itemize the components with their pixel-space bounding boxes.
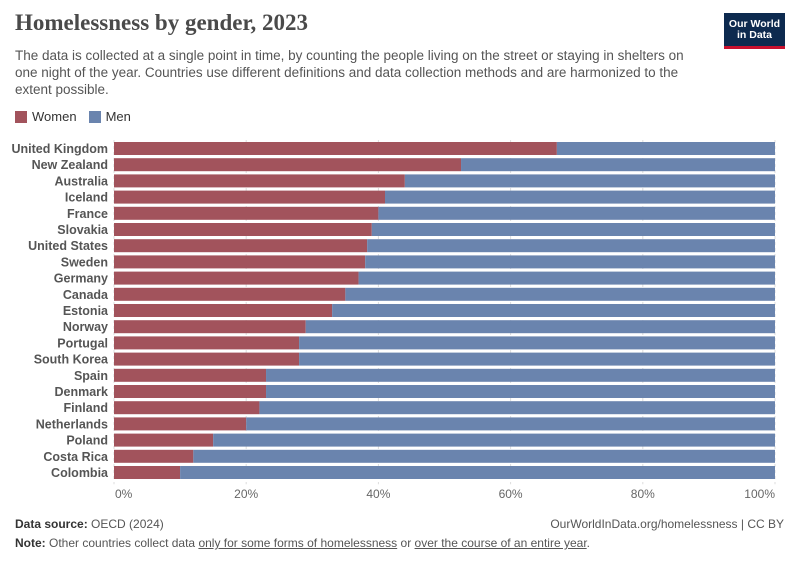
bar-women-17 bbox=[114, 417, 247, 431]
bar-women-14 bbox=[114, 368, 267, 382]
data-source-label: Data source: bbox=[15, 517, 88, 531]
bar-women-18 bbox=[114, 433, 214, 447]
bar-women-8 bbox=[114, 271, 359, 285]
bar-men-19 bbox=[193, 449, 775, 463]
bar-men-1 bbox=[461, 158, 775, 172]
x-tick-label-4: 80% bbox=[631, 487, 655, 501]
chart-subtitle: The data is collected at a single point … bbox=[15, 48, 684, 97]
x-tick-label-0: 0% bbox=[115, 487, 133, 501]
bar-men-0 bbox=[556, 142, 775, 155]
data-source-value[interactable]: OECD (2024) bbox=[91, 517, 164, 531]
note-link-partial-forms[interactable]: only for some forms of homelessness bbox=[198, 536, 398, 550]
category-label-0: United Kingdom bbox=[11, 142, 108, 156]
x-tick-label-2: 40% bbox=[366, 487, 390, 501]
bar-men-10 bbox=[332, 304, 775, 317]
bar-men-8 bbox=[358, 271, 775, 285]
bar-men-15 bbox=[266, 385, 775, 398]
bar-women-16 bbox=[114, 401, 260, 415]
category-label-11: Norway bbox=[63, 320, 108, 334]
x-tick-label-3: 60% bbox=[499, 487, 523, 501]
category-label-1: New Zealand bbox=[32, 158, 108, 172]
bar-men-16 bbox=[259, 401, 775, 415]
bar-women-0 bbox=[114, 142, 557, 155]
bar-women-2 bbox=[114, 174, 405, 188]
stacked-bar-chart: United Kingdom New Zealand Australia Icelan… bbox=[11, 140, 776, 501]
bar-women-15 bbox=[114, 385, 267, 398]
chart-title: Homelessness by gender, 2023 bbox=[15, 10, 309, 35]
note-link-entire-year[interactable]: over the course of an entire year bbox=[414, 536, 587, 550]
note-text-1: Other countries collect data bbox=[49, 536, 196, 550]
bar-men-13 bbox=[299, 352, 775, 366]
x-tick-label-1: 20% bbox=[234, 487, 258, 501]
source-url[interactable]: OurWorldInData.org/homelessness | CC BY bbox=[550, 517, 784, 531]
note-text-2: or bbox=[400, 536, 412, 550]
x-tick-label-5: 100% bbox=[744, 487, 775, 501]
legend-item-men[interactable]: Men bbox=[88, 109, 131, 124]
note-end: . bbox=[586, 536, 590, 550]
owid-logo[interactable]: Our World in Data bbox=[724, 13, 785, 49]
bar-women-6 bbox=[114, 239, 368, 253]
category-label-8: Germany bbox=[54, 272, 108, 286]
category-label-9: Canada bbox=[63, 288, 109, 302]
category-label-15: Denmark bbox=[55, 385, 109, 399]
bar-women-5 bbox=[114, 223, 372, 236]
bar-women-13 bbox=[114, 352, 300, 366]
category-label-17: Netherlands bbox=[36, 417, 108, 431]
category-label-5: Slovakia bbox=[57, 223, 109, 237]
logo-line-1: Our World bbox=[728, 18, 781, 30]
bar-men-5 bbox=[371, 223, 775, 236]
category-label-2: Australia bbox=[55, 174, 110, 188]
legend-item-women[interactable]: Women bbox=[15, 109, 77, 124]
category-label-13: South Korea bbox=[34, 353, 109, 367]
legend-label-women: Women bbox=[32, 109, 77, 124]
legend: Women Men bbox=[15, 109, 143, 124]
category-label-20: Colombia bbox=[51, 466, 109, 480]
bar-men-3 bbox=[385, 190, 775, 204]
bar-women-9 bbox=[114, 287, 346, 301]
data-source: Data source: OECD (2024) bbox=[15, 517, 164, 531]
bar-women-4 bbox=[114, 206, 379, 220]
chart-note: Note: Other countries collect data only … bbox=[15, 536, 590, 550]
category-label-7: Sweden bbox=[61, 255, 108, 269]
legend-swatch-men bbox=[88, 110, 101, 123]
bar-women-12 bbox=[114, 336, 300, 350]
category-label-6: United States bbox=[28, 239, 108, 253]
bar-women-1 bbox=[114, 158, 462, 172]
category-label-3: Iceland bbox=[65, 191, 108, 205]
bar-women-19 bbox=[114, 449, 194, 463]
category-label-14: Spain bbox=[74, 369, 108, 383]
bar-women-3 bbox=[114, 190, 386, 204]
bar-women-7 bbox=[114, 255, 366, 269]
logo-line-2: in Data bbox=[736, 29, 772, 41]
bar-men-6 bbox=[367, 239, 775, 253]
category-label-19: Costa Rica bbox=[43, 450, 109, 464]
bar-men-14 bbox=[266, 368, 775, 382]
category-label-4: France bbox=[67, 207, 108, 221]
bar-men-12 bbox=[299, 336, 775, 350]
bar-men-7 bbox=[365, 255, 775, 269]
bar-women-10 bbox=[114, 304, 333, 317]
bar-men-4 bbox=[378, 206, 775, 220]
category-label-16: Finland bbox=[64, 401, 108, 415]
category-label-18: Poland bbox=[66, 434, 108, 448]
bar-men-17 bbox=[246, 417, 775, 431]
bar-women-20 bbox=[114, 466, 181, 479]
category-label-10: Estonia bbox=[63, 304, 109, 318]
note-label: Note: bbox=[15, 536, 46, 550]
bar-men-9 bbox=[345, 287, 775, 301]
legend-swatch-women bbox=[15, 110, 27, 123]
bar-men-18 bbox=[213, 433, 775, 447]
bar-men-20 bbox=[180, 466, 776, 479]
legend-label-men: Men bbox=[105, 109, 131, 124]
bar-women-11 bbox=[114, 320, 306, 334]
category-label-12: Portugal bbox=[57, 336, 108, 350]
bar-men-2 bbox=[404, 174, 775, 188]
bar-men-11 bbox=[305, 320, 775, 334]
